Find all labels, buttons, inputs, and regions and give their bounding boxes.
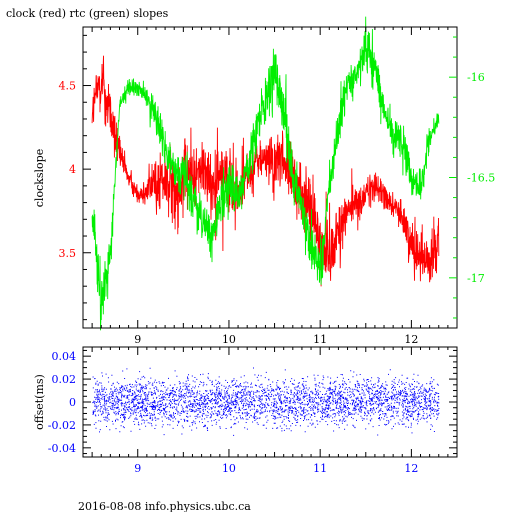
- x-tick-label: 10: [222, 333, 236, 346]
- offset-points: [92, 367, 440, 436]
- offset-y-tick-label: -0.04: [48, 442, 76, 455]
- left-y-tick-label: 3.5: [59, 247, 77, 260]
- rtc-slope-line: [91, 16, 440, 331]
- right-y-tick-label: -16.5: [467, 172, 495, 185]
- offset-x-tick-label: 12: [404, 462, 418, 475]
- offset-axes: 9 10 11 12 -0.04 -0.02 0 0.02 0.04: [48, 347, 457, 475]
- offset-axis-label: offset(ms): [33, 374, 46, 430]
- x-tick-label: 11: [313, 333, 327, 346]
- right-y-tick-label: -17: [467, 272, 485, 285]
- slopes-axes: 9 10 11 12 3.5 4 4.5 -17 -16.5 -16: [59, 27, 495, 346]
- page-title: clock (red) rtc (green) slopes: [6, 7, 169, 20]
- left-y-tick-label: 4: [69, 163, 76, 176]
- offset-y-tick-label: 0.02: [52, 373, 77, 386]
- offset-x-tick-label: 10: [222, 462, 236, 475]
- clockslope-axis-label: clockslope: [33, 149, 46, 207]
- right-y-tick-label: -16: [467, 71, 485, 84]
- footer-credit: 2016-08-08 info.physics.ubc.ca: [78, 500, 251, 512]
- offset-y-tick-label: 0: [69, 396, 76, 409]
- offset-chart: 9 10 11 12 -0.04 -0.02 0 0.02 0.04 offset(ms): [33, 346, 458, 475]
- offset-x-tick-label: 11: [313, 462, 327, 475]
- offset-series-layer: [92, 367, 440, 436]
- offset-y-tick-label: -0.02: [48, 419, 76, 432]
- offset-x-tick-label: 9: [134, 462, 141, 475]
- clock-slope-line: [91, 55, 440, 287]
- slopes-chart: 9 10 11 12 3.5 4 4.5 -17 -16.5 -16 clockslope: [33, 16, 495, 346]
- x-tick-label: 9: [134, 333, 141, 346]
- x-tick-label: 12: [404, 333, 418, 346]
- slope-series-layer: [91, 16, 440, 331]
- offset-y-tick-label: 0.04: [52, 350, 77, 363]
- left-y-tick-label: 4.5: [59, 80, 77, 93]
